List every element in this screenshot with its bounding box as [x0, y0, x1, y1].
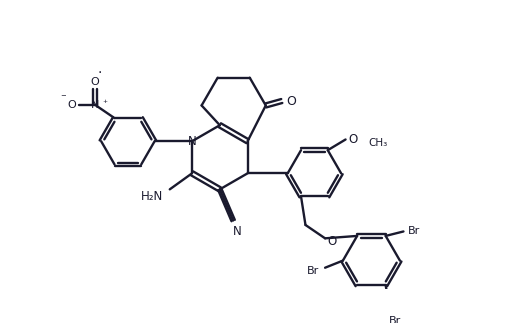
Text: O: O — [286, 95, 296, 108]
Text: O: O — [67, 100, 76, 110]
Text: Br: Br — [408, 226, 420, 236]
Text: H₂N: H₂N — [140, 190, 163, 203]
Text: $^+$: $^+$ — [101, 99, 109, 108]
Text: Br: Br — [307, 266, 319, 276]
Text: O: O — [91, 78, 99, 88]
Text: $^-$: $^-$ — [59, 93, 67, 103]
Text: O: O — [327, 234, 337, 247]
Text: N: N — [91, 100, 99, 110]
Text: O: O — [348, 133, 357, 146]
Text: N: N — [233, 225, 242, 238]
Text: CH₃: CH₃ — [369, 138, 388, 148]
Text: N: N — [188, 135, 196, 148]
Text: ·: · — [97, 66, 102, 80]
Text: Br: Br — [388, 316, 401, 323]
